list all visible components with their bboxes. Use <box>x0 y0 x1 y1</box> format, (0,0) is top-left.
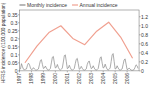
x-tick-label: 1997 <box>16 73 22 84</box>
plot-frame <box>19 10 139 71</box>
y2-tick-label: 0 <box>141 68 144 74</box>
y-tick <box>18 62 20 63</box>
y-tick <box>18 46 20 47</box>
x-tick-label: 1998 <box>28 73 34 84</box>
chart: 00.050.10.150.20.250.30.3500.20.40.60.81… <box>0 0 150 86</box>
x-tick-label: 2004 <box>100 73 106 84</box>
x-tick-label: 2001 <box>64 73 70 84</box>
series-line <box>19 54 138 71</box>
y-tick <box>18 22 20 23</box>
x-tick <box>55 71 56 73</box>
y2-tick-label: 0.6 <box>141 41 148 47</box>
x-tick <box>31 71 32 73</box>
y-tick-label: 0.35 <box>8 12 18 18</box>
plot-marks <box>19 22 138 70</box>
x-tick <box>91 71 92 73</box>
y-tick-label: 0.25 <box>8 28 18 34</box>
y-tick <box>18 30 20 31</box>
legend-label: Annual incidence <box>80 2 118 8</box>
legend-swatch <box>19 4 25 5</box>
x-tick-label: 2003 <box>88 73 94 84</box>
y2-tick-label: 0.2 <box>141 59 148 65</box>
x-tick <box>103 71 104 73</box>
series-line <box>25 22 133 63</box>
x-tick <box>19 71 20 73</box>
x-tick-label: 1999 <box>40 73 46 84</box>
y-tick-label: 0.15 <box>8 44 18 50</box>
y-tick-label: 0.05 <box>8 60 18 66</box>
y2-tick-label: 0.4 <box>141 50 148 56</box>
y2-tick-label: 0.8 <box>141 32 148 38</box>
legend-swatch <box>72 4 78 5</box>
y-tick-label: 0.1 <box>11 52 18 58</box>
y-tick <box>18 38 20 39</box>
y-tick-label: 0.2 <box>11 36 18 42</box>
legend: Monthly incidence Annual incidence <box>19 2 117 8</box>
y-tick <box>18 54 20 55</box>
y2-tick-label: 1.0 <box>141 23 148 29</box>
y-tick <box>18 14 20 15</box>
x-tick-label: 2000 <box>52 73 58 84</box>
x-tick <box>115 71 116 73</box>
x-tick-label: 2002 <box>76 73 82 84</box>
y-tick-label: 0.3 <box>11 20 18 26</box>
x-tick-label: 2006 <box>124 73 130 84</box>
x-tick <box>67 71 68 73</box>
y-tick <box>18 70 20 71</box>
x-tick <box>127 71 128 73</box>
x-tick <box>43 71 44 73</box>
x-tick <box>79 71 80 73</box>
y-axis-label: HFRS incidence (/100,000 population) <box>1 2 6 83</box>
x-tick-label: 2005 <box>112 73 118 84</box>
y2-tick-label: 1.2 <box>141 14 148 20</box>
legend-label: Monthly incidence <box>27 2 67 8</box>
